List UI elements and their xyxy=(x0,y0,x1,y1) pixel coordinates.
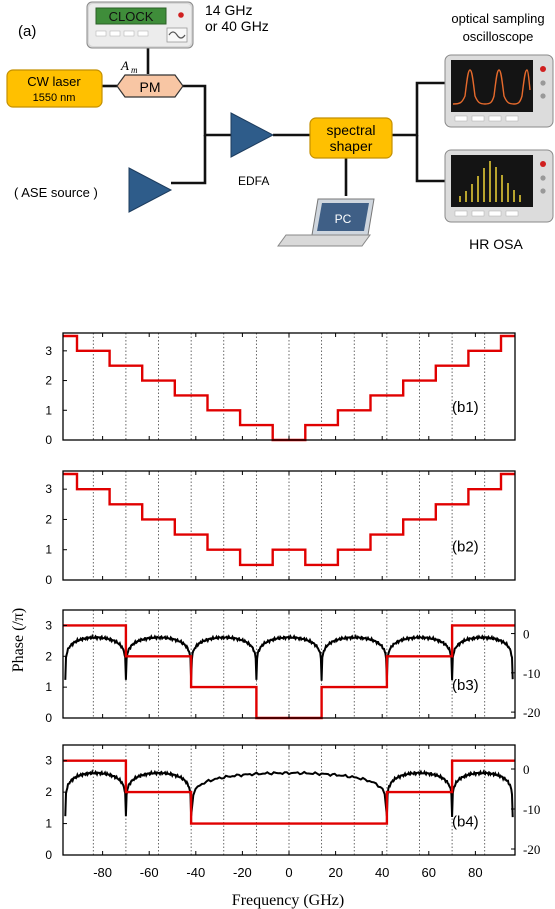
y-tick-label: 1 xyxy=(45,403,52,417)
clock-generator: CLOCK xyxy=(86,1,194,49)
spectrum-trace xyxy=(64,633,514,681)
y-axis-label: Phase (/π) xyxy=(10,608,27,673)
edfa-label: EDFA xyxy=(238,174,269,188)
panel-label: (b4) xyxy=(452,813,479,830)
x-tick-label: 20 xyxy=(328,865,342,880)
y-tick-label: 2 xyxy=(45,649,52,663)
panel-3: 0 -10 -20 0 1 2 3 (b3) xyxy=(45,609,540,725)
clock-display: CLOCK xyxy=(109,9,154,24)
x-tick-label: -80 xyxy=(93,865,112,880)
x-tick-label: 60 xyxy=(422,865,436,880)
scope-label-2: oscilloscope xyxy=(463,29,534,44)
y-tick-label: 0 xyxy=(45,573,52,587)
laser-label: CW laser xyxy=(27,74,81,89)
y-tick-label: 0 xyxy=(45,848,52,862)
clock-frequency-1: 14 GHz xyxy=(205,2,252,18)
panel-frame xyxy=(62,744,516,856)
panel-2: 0 1 2 3 (b2) xyxy=(45,470,516,587)
spectral-shaper: spectral shaper xyxy=(309,117,393,159)
scope-label-1: optical sampling xyxy=(451,11,544,26)
phase-modulator: PM A m xyxy=(116,58,184,98)
right-y-tick-label: 0 xyxy=(523,627,530,642)
x-tick-label: -40 xyxy=(186,865,205,880)
clock-frequency-2: or 40 GHz xyxy=(205,18,269,34)
x-tick-label: -20 xyxy=(233,865,252,880)
sampling-oscilloscope xyxy=(444,54,554,128)
laser-wavelength: 1550 nm xyxy=(33,92,76,104)
x-tick-label: 0 xyxy=(285,865,292,880)
y-tick-label: 2 xyxy=(45,785,52,799)
panel-label: (b3) xyxy=(452,677,479,694)
y-tick-label: 2 xyxy=(45,512,52,526)
pulse-train-icon xyxy=(452,69,531,105)
ase-source: ( ASE source ) xyxy=(14,167,173,213)
panel-frame xyxy=(62,470,516,581)
x-tick-label: 40 xyxy=(375,865,389,880)
panel-label: (b2) xyxy=(452,539,479,556)
right-y-tick-label: -20 xyxy=(523,842,540,857)
right-y-tick-label: 0 xyxy=(523,762,530,777)
y-tick-label: 1 xyxy=(45,817,52,831)
x-tick-label: 80 xyxy=(468,865,482,880)
phase-trace xyxy=(63,472,515,567)
panel-label: (b1) xyxy=(452,399,479,416)
panel-4: 0 -10 -20 0 1 2 3 (b4) xyxy=(45,744,540,862)
cw-laser: CW laser 1550 nm xyxy=(6,69,103,108)
laptop-icon: PC xyxy=(277,198,375,247)
right-y-tick-label: -20 xyxy=(523,705,540,720)
x-axis-label: Frequency (GHz) xyxy=(232,892,344,909)
optical-spectrum-analyzer xyxy=(444,149,554,223)
y-tick-label: 2 xyxy=(45,374,52,388)
edfa-amplifier: EDFA xyxy=(230,112,275,188)
panel-label-a: (a) xyxy=(18,23,36,40)
y-tick-label: 1 xyxy=(45,680,52,694)
pc-label: PC xyxy=(335,212,352,226)
shaper-label-2: shaper xyxy=(330,138,373,154)
y-tick-label: 0 xyxy=(45,711,52,725)
y-tick-label: 1 xyxy=(45,543,52,557)
shaper-label-1: spectral xyxy=(326,122,375,138)
panel-1: 0 1 2 3 (b1) xyxy=(45,332,516,447)
ase-source-label: ( ASE source ) xyxy=(14,185,98,200)
y-tick-label: 3 xyxy=(45,754,52,768)
modulation-amplitude-label: A xyxy=(120,58,129,73)
phase-plots: 0 1 2 3 (b1) 0 1 2 3 (b2) 0 -10 -20 0 1 2 3 (b3) 0 -10 -20 0 1… xyxy=(45,332,540,880)
x-tick-label: -60 xyxy=(140,865,159,880)
modulator-label: PM xyxy=(140,79,161,95)
setup-diagram: (a) CLOCK 14 GHz or 40 GHz xyxy=(6,1,554,252)
spectrum-trace xyxy=(64,769,514,818)
y-tick-label: 3 xyxy=(45,618,52,632)
y-tick-label: 3 xyxy=(45,482,52,496)
phase-trace xyxy=(63,759,515,825)
right-y-tick-label: -10 xyxy=(523,802,540,817)
sine-icon xyxy=(168,31,186,39)
connection-lines xyxy=(102,47,445,196)
spectrum-lines-icon xyxy=(459,161,521,202)
osa-label: HR OSA xyxy=(469,236,523,252)
modulation-amplitude-subscript: m xyxy=(131,65,138,75)
y-tick-label: 0 xyxy=(45,433,52,447)
right-y-tick-label: -10 xyxy=(523,666,540,681)
y-tick-label: 3 xyxy=(45,344,52,358)
